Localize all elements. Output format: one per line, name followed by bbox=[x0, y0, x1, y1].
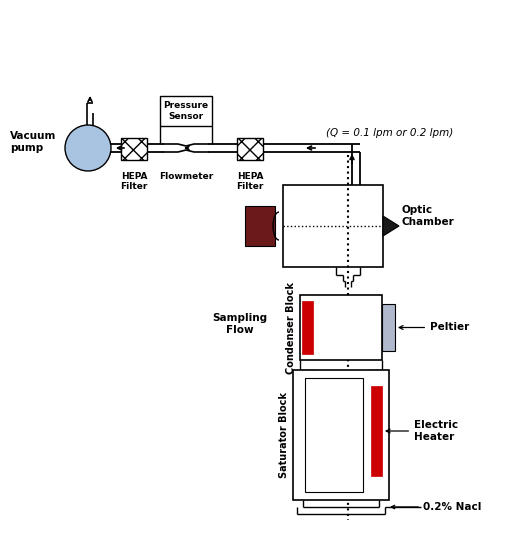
Text: Peltier: Peltier bbox=[399, 323, 469, 333]
Text: Saturator Block: Saturator Block bbox=[279, 392, 289, 478]
Bar bbox=[245, 206, 275, 246]
Text: 0.2% Nacl: 0.2% Nacl bbox=[423, 502, 481, 512]
Bar bbox=[305, 378, 363, 492]
Text: Pressure
Sensor: Pressure Sensor bbox=[164, 102, 209, 121]
Bar bbox=[302, 301, 313, 354]
Text: (Q = 0.1 lpm or 0.2 lpm): (Q = 0.1 lpm or 0.2 lpm) bbox=[326, 128, 453, 138]
Bar bbox=[371, 386, 382, 476]
Text: Sampling
Flow: Sampling Flow bbox=[212, 313, 268, 335]
Text: Electric
Heater: Electric Heater bbox=[386, 420, 458, 442]
Circle shape bbox=[65, 125, 111, 171]
Text: Optic
Chamber: Optic Chamber bbox=[401, 205, 454, 227]
Bar bbox=[237, 138, 263, 160]
Bar bbox=[382, 304, 395, 351]
Text: HEPA
Filter: HEPA Filter bbox=[121, 172, 148, 192]
Bar bbox=[160, 96, 212, 126]
Polygon shape bbox=[383, 216, 399, 236]
Bar bbox=[300, 295, 382, 360]
Bar bbox=[283, 185, 383, 267]
Text: Vacuum
pump: Vacuum pump bbox=[10, 131, 56, 153]
Text: HEPA
Filter: HEPA Filter bbox=[236, 172, 264, 192]
Bar bbox=[293, 370, 389, 500]
Text: Condenser Block: Condenser Block bbox=[286, 282, 296, 373]
Bar bbox=[121, 138, 147, 160]
Text: Flowmeter: Flowmeter bbox=[159, 172, 213, 181]
